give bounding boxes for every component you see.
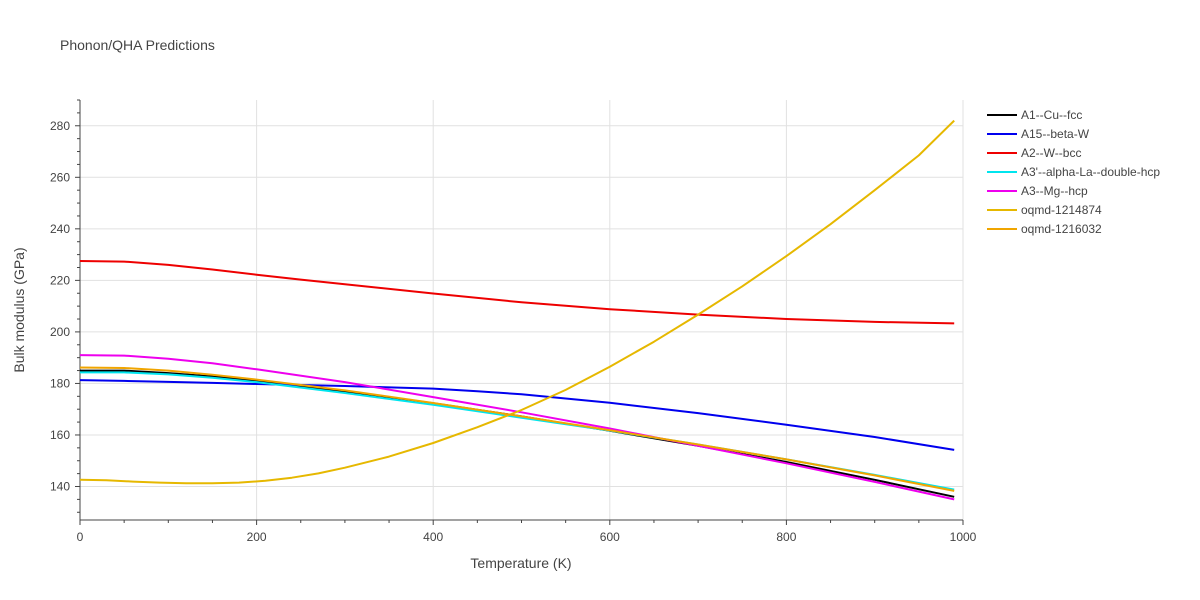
legend[interactable]: A1--Cu--fcc A15--beta-W A2--W--bcc A3'--alp… [987, 108, 1160, 236]
series-lines [80, 119, 955, 501]
series-line-4 [80, 354, 955, 501]
y-tick-label: 220 [50, 273, 70, 287]
y-tick-label: 240 [50, 222, 70, 236]
x-axis-ticks: 0 200 400 600 800 1000 [77, 530, 977, 544]
x-tick-label: 200 [247, 530, 267, 544]
legend-item[interactable]: A15--beta-W [987, 127, 1090, 141]
x-tick-label: 400 [423, 530, 443, 544]
legend-label: A3--Mg--hcp [1021, 184, 1088, 198]
axes [75, 99, 964, 525]
y-axis-ticks: 140 160 180 200 220 240 260 280 [50, 119, 70, 494]
legend-item[interactable]: oqmd-1216032 [987, 222, 1102, 236]
x-tick-label: 800 [776, 530, 796, 544]
series-line-2 [80, 260, 955, 325]
y-tick-label: 260 [50, 170, 70, 184]
series-line-6 [80, 366, 955, 492]
chart-title: Phonon/QHA Predictions [60, 37, 215, 53]
legend-label: A3'--alpha-La--double-hcp [1021, 165, 1160, 179]
legend-label: A15--beta-W [1021, 127, 1090, 141]
y-tick-label: 160 [50, 428, 70, 442]
series-line-1 [80, 379, 955, 451]
legend-label: A1--Cu--fcc [1021, 108, 1082, 122]
legend-item[interactable]: oqmd-1214874 [987, 203, 1102, 217]
legend-item[interactable]: A3'--alpha-La--double-hcp [987, 165, 1160, 179]
legend-item[interactable]: A3--Mg--hcp [987, 184, 1088, 198]
legend-label: oqmd-1214874 [1021, 203, 1102, 217]
y-tick-label: 200 [50, 325, 70, 339]
legend-label: oqmd-1216032 [1021, 222, 1102, 236]
legend-label: A2--W--bcc [1021, 146, 1081, 160]
legend-item[interactable]: A2--W--bcc [987, 146, 1081, 160]
series-line-0 [80, 369, 955, 498]
x-tick-label: 1000 [950, 530, 977, 544]
grid [80, 100, 964, 520]
legend-item[interactable]: A1--Cu--fcc [987, 108, 1082, 122]
y-axis-title: Bulk modulus (GPa) [11, 247, 27, 372]
x-axis-title: Temperature (K) [470, 555, 571, 571]
y-tick-label: 180 [50, 376, 70, 390]
series-line-5 [80, 119, 955, 485]
x-tick-label: 600 [600, 530, 620, 544]
x-tick-label: 0 [77, 530, 84, 544]
y-tick-label: 280 [50, 119, 70, 133]
y-tick-label: 140 [50, 480, 70, 494]
